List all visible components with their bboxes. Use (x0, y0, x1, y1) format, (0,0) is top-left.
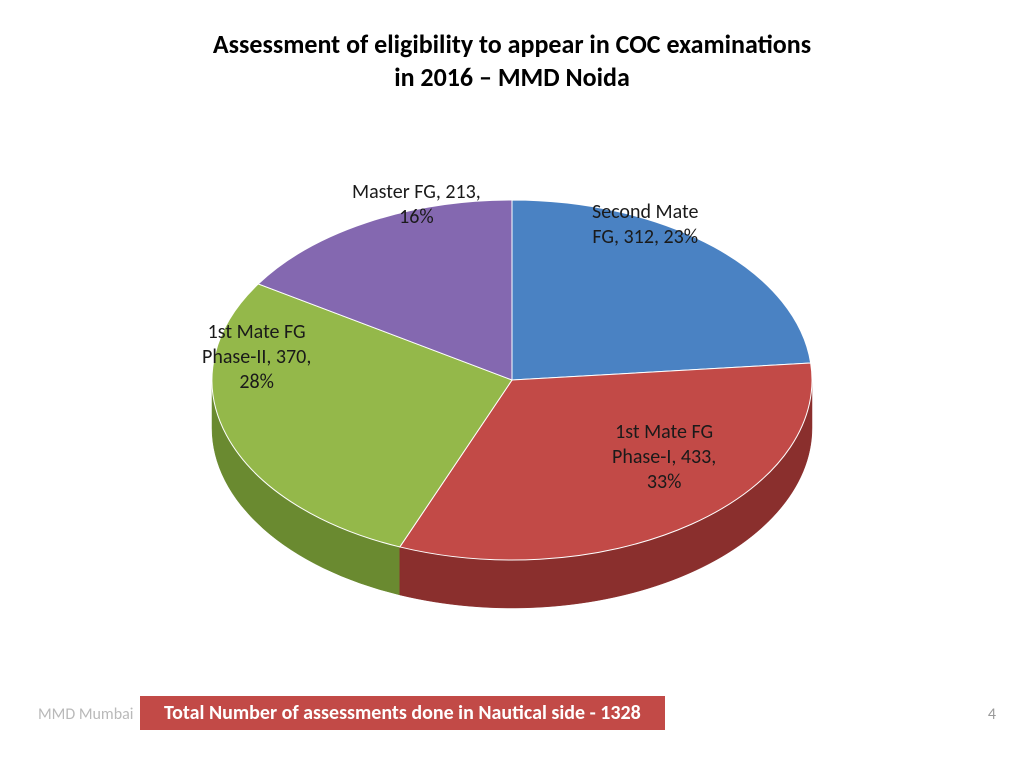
slice-label: Master FG, 213, 16% (352, 180, 481, 230)
title-line-1: Assessment of eligibility to appear in C… (0, 28, 1024, 61)
slice-label: Second Mate FG, 312, 23% (592, 200, 698, 250)
watermark-text: MMD Mumbai (38, 705, 133, 724)
page-number: 4 (988, 705, 996, 724)
title-line-2: in 2016 – MMD Noida (0, 61, 1024, 94)
footer-summary-bar: Total Number of assessments done in Naut… (140, 696, 665, 730)
chart-title: Assessment of eligibility to appear in C… (0, 0, 1024, 93)
slice-label: 1st Mate FG Phase-I, 433, 33% (612, 420, 716, 495)
footer-text: Total Number of assessments done in Naut… (164, 701, 641, 725)
slice-label: 1st Mate FG Phase-II, 370, 28% (202, 320, 311, 395)
pie-chart: Second Mate FG, 312, 23% 1st Mate FG Phas… (132, 130, 892, 650)
